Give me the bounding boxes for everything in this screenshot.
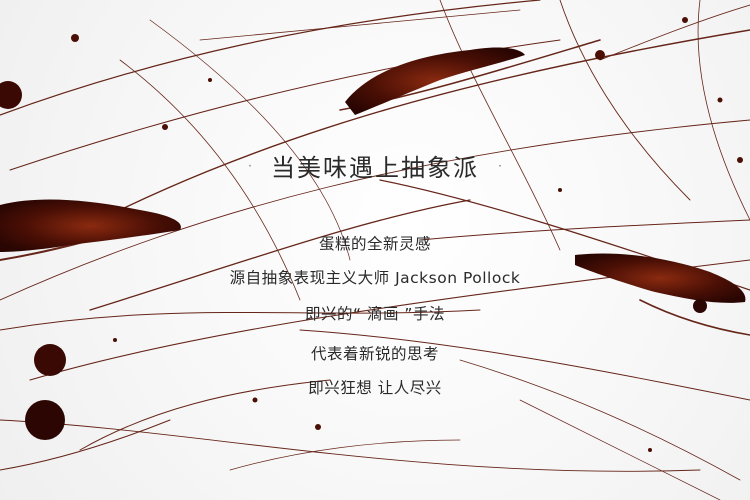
body-line-2: 源自抽象表现主义大师 Jackson Pollock	[229, 269, 521, 287]
body-line-5: 即兴狂想 让人尽兴	[308, 379, 442, 397]
body-line-3: 即兴的“ 滴画 ”手法	[305, 305, 445, 323]
body-line-1: 蛋糕的全新灵感	[318, 235, 431, 253]
headline-dot-right: ·	[498, 158, 502, 173]
body-line-4: 代表着新锐的思考	[310, 345, 439, 363]
headline-title: 当美味遇上抽象派	[271, 154, 479, 182]
headline-dot-left: ·	[248, 158, 252, 173]
headline: · 当美味遇上抽象派 ·	[0, 148, 750, 183]
